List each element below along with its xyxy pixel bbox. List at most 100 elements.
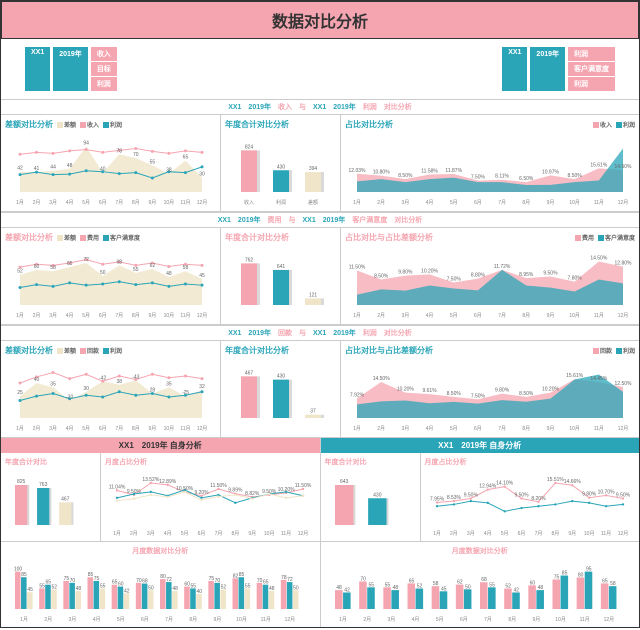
svg-text:7.80%: 7.80% (568, 276, 583, 282)
svg-text:9月: 9月 (547, 200, 555, 206)
svg-text:75: 75 (209, 576, 215, 582)
svg-text:10月: 10月 (164, 200, 175, 206)
svg-text:5月: 5月 (450, 200, 458, 206)
svg-text:25: 25 (17, 390, 23, 396)
svg-text:10月: 10月 (555, 617, 566, 623)
svg-text:3月: 3月 (49, 426, 57, 432)
svg-text:8月: 8月 (132, 313, 140, 319)
svg-text:6月: 6月 (99, 200, 107, 206)
svg-text:2月: 2月 (44, 617, 52, 623)
svg-text:15.61%: 15.61% (590, 162, 608, 168)
svg-text:14.50%: 14.50% (590, 256, 608, 262)
svg-text:35: 35 (50, 381, 56, 387)
svg-text:65: 65 (112, 580, 118, 586)
svg-text:11月: 11月 (594, 200, 604, 206)
svg-text:75: 75 (64, 576, 70, 582)
svg-text:1月: 1月 (433, 531, 441, 537)
svg-text:1月: 1月 (353, 426, 361, 432)
svg-text:9.50%: 9.50% (543, 271, 558, 277)
svg-text:11月: 11月 (579, 617, 589, 623)
svg-text:11.50%: 11.50% (295, 483, 312, 489)
svg-text:55: 55 (150, 159, 156, 165)
svg-text:9.50%: 9.50% (463, 492, 478, 498)
svg-text:7.92%: 7.92% (350, 392, 365, 398)
svg-text:12.80%: 12.80% (615, 261, 633, 267)
svg-text:9.89%: 9.89% (228, 488, 243, 494)
svg-text:75: 75 (553, 574, 559, 580)
svg-text:9月: 9月 (148, 313, 156, 319)
svg-text:44: 44 (50, 165, 56, 171)
svg-text:6月: 6月 (99, 426, 107, 432)
svg-text:3月: 3月 (49, 313, 57, 319)
svg-text:85: 85 (88, 572, 94, 578)
svg-text:6月: 6月 (474, 426, 482, 432)
svg-text:11月: 11月 (600, 531, 610, 537)
svg-text:4月: 4月 (164, 531, 172, 537)
svg-text:14.66%: 14.66% (563, 479, 581, 485)
svg-text:12月: 12月 (618, 200, 629, 206)
svg-text:9.61%: 9.61% (422, 388, 437, 394)
svg-text:15.51%: 15.51% (546, 477, 564, 483)
svg-text:68: 68 (142, 579, 148, 585)
svg-text:8月: 8月 (231, 531, 239, 537)
svg-text:7月: 7月 (498, 426, 506, 432)
tag: XX1 (502, 47, 527, 91)
svg-text:12.89%: 12.89% (159, 479, 177, 485)
svg-text:80: 80 (160, 574, 166, 580)
svg-text:利润: 利润 (276, 199, 286, 206)
svg-text:1月: 1月 (353, 313, 361, 319)
svg-text:762: 762 (245, 257, 254, 263)
svg-text:52: 52 (505, 584, 511, 590)
svg-text:9月: 9月 (148, 426, 156, 432)
svg-text:50: 50 (293, 585, 299, 591)
svg-text:12.03%: 12.03% (349, 168, 367, 174)
svg-text:55: 55 (100, 583, 106, 589)
svg-text:58: 58 (50, 265, 56, 271)
tag: 客户满意度 (568, 62, 615, 76)
svg-text:8月: 8月 (132, 426, 140, 432)
svg-text:65: 65 (602, 578, 608, 584)
svg-text:430: 430 (277, 164, 286, 170)
svg-text:2月: 2月 (377, 200, 385, 206)
svg-text:8.50%: 8.50% (447, 391, 462, 397)
svg-text:50: 50 (148, 585, 154, 591)
svg-text:37: 37 (310, 409, 316, 415)
svg-text:62: 62 (457, 580, 463, 586)
svg-text:11月: 11月 (261, 617, 271, 623)
svg-text:11.50%: 11.50% (349, 265, 366, 271)
svg-text:45: 45 (440, 586, 446, 592)
svg-text:-42: -42 (99, 375, 106, 381)
svg-text:12月: 12月 (617, 531, 628, 537)
svg-text:52: 52 (51, 585, 57, 591)
svg-text:5月: 5月 (117, 617, 125, 623)
svg-text:14.10%: 14.10% (496, 481, 514, 487)
svg-text:8.82%: 8.82% (245, 491, 260, 497)
svg-text:3月: 3月 (49, 200, 57, 206)
svg-text:62: 62 (150, 263, 156, 269)
svg-text:8.11%: 8.11% (495, 174, 509, 180)
svg-text:差额: 差额 (308, 199, 318, 206)
svg-text:10.97%: 10.97% (542, 169, 560, 175)
svg-text:48: 48 (67, 163, 73, 169)
svg-text:763: 763 (39, 482, 48, 488)
svg-text:467: 467 (245, 370, 254, 376)
svg-text:55: 55 (133, 267, 139, 273)
svg-text:430: 430 (277, 374, 286, 380)
svg-text:3月: 3月 (466, 531, 474, 537)
svg-text:7月: 7月 (115, 426, 123, 432)
svg-text:5月: 5月 (82, 200, 90, 206)
svg-text:48: 48 (76, 586, 82, 592)
svg-text:8.20%: 8.20% (531, 496, 546, 502)
svg-text:7.95%: 7.95% (429, 496, 444, 502)
svg-text:2月: 2月 (33, 200, 41, 206)
svg-text:1月: 1月 (16, 426, 24, 432)
svg-text:7月: 7月 (115, 313, 123, 319)
svg-text:10.50%: 10.50% (176, 486, 194, 492)
svg-text:8.50%: 8.50% (374, 274, 389, 280)
svg-text:14.50%: 14.50% (615, 164, 633, 170)
sub2: XX1 2019年 费用 与 XX1 2019年 客户满意度 对比分析 (1, 212, 639, 228)
svg-text:28: 28 (150, 388, 156, 394)
svg-text:4月: 4月 (93, 617, 101, 623)
svg-text:-20: -20 (66, 395, 73, 401)
svg-text:12月: 12月 (618, 313, 629, 319)
